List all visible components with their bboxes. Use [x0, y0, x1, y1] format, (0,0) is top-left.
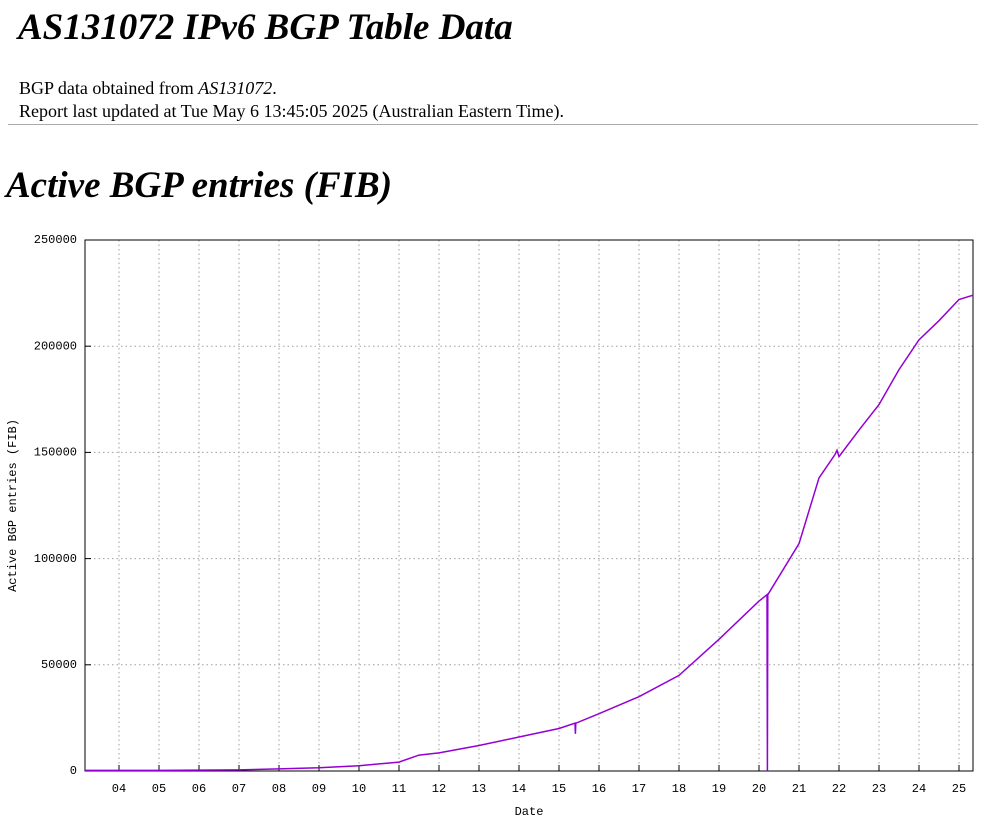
- x-tick-label: 12: [432, 782, 446, 796]
- x-tick-label: 07: [232, 782, 246, 796]
- x-tick-label: 20: [752, 782, 766, 796]
- y-tick-label: 50000: [41, 658, 77, 672]
- x-tick-label: 23: [872, 782, 886, 796]
- x-tick-label: 09: [312, 782, 326, 796]
- source-end: .: [272, 78, 277, 98]
- x-tick-label: 10: [352, 782, 366, 796]
- x-tick-label: 16: [592, 782, 606, 796]
- x-tick-label: 15: [552, 782, 566, 796]
- y-tick-label: 150000: [34, 446, 77, 460]
- divider: [8, 124, 978, 125]
- x-axis-label: Date: [515, 805, 544, 819]
- y-tick-label: 0: [70, 764, 77, 778]
- y-tick-label: 250000: [34, 233, 77, 247]
- x-tick-label: 21: [792, 782, 806, 796]
- data-line: [85, 294, 974, 772]
- plot-frame: [84, 239, 974, 772]
- x-tick-label: 08: [272, 782, 286, 796]
- y-tick-label: 100000: [34, 552, 77, 566]
- y-axis-label: Active BGP entries (FIB): [6, 419, 20, 592]
- x-tick-label: 25: [952, 782, 966, 796]
- page-title: AS131072 IPv6 BGP Table Data: [18, 7, 513, 48]
- x-tick-label: 04: [112, 782, 126, 796]
- x-tick-label: 11: [392, 782, 406, 796]
- y-tick-label: 200000: [34, 339, 77, 353]
- source-as: AS131072: [198, 78, 273, 98]
- chart: 0 50000 100000 150000 200000 250000 04 05 06 07 08…: [6, 233, 974, 819]
- x-tick-label: 17: [632, 782, 646, 796]
- x-tick-label: 14: [512, 782, 526, 796]
- source-text: BGP data obtained from: [19, 78, 199, 98]
- section-title: Active BGP entries (FIB): [6, 165, 393, 206]
- x-tick-label: 24: [912, 782, 926, 796]
- x-tick-label: 19: [712, 782, 726, 796]
- source-line: BGP data obtained from AS131072.: [19, 78, 277, 99]
- x-tick-label: 22: [832, 782, 846, 796]
- x-tick-label: 06: [192, 782, 206, 796]
- x-tick-label: 18: [672, 782, 686, 796]
- x-tick-label: 13: [472, 782, 486, 796]
- x-tick-label: 05: [152, 782, 166, 796]
- updated-line: Report last updated at Tue May 6 13:45:0…: [19, 101, 564, 121]
